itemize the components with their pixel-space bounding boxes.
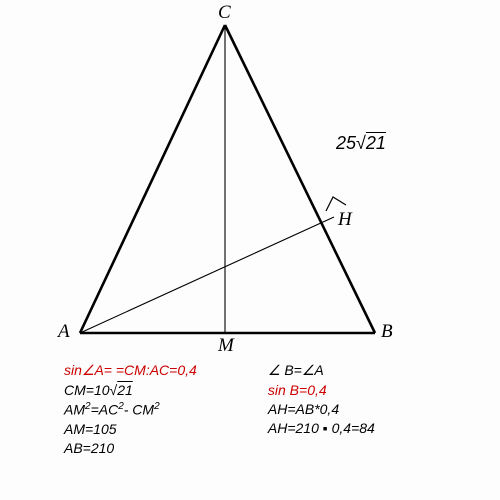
vertex-label-H: H [338,209,352,231]
math-working: sin∠A= =CM:AC=0,4 CM=10√21 AM2=AC2- CM2 … [64,362,464,459]
vertex-label-M: M [218,335,234,357]
eq-CM-lhs: CM=10 [64,382,110,398]
eq-CM: CM=10√21 [64,382,264,398]
side-label-coeff: 25 [336,133,356,153]
eq-AH-formula: AH=AB*0,4 [268,401,438,417]
side-label-CB: 25√21 [336,133,386,154]
eq-sinB: sin B=0,4 [268,382,438,398]
vertex-label-A: A [58,321,70,343]
angle-icon: ∠ [82,362,95,378]
math-column-left: sin∠A= =CM:AC=0,4 CM=10√21 AM2=AC2- CM2 … [64,362,264,459]
triangle-diagram: A B C M H 25√21 [40,5,460,350]
eq-AB: AB=210 [64,440,264,456]
vertex-label-B: B [381,321,393,343]
eq-AH-value: AH=210 ▪ 0,4=84 [268,420,438,436]
edge-AH [80,217,334,333]
angle-icon: ∠ [268,362,281,378]
triangle-svg [40,5,460,350]
eq-sinA: sin∠A= =CM:AC=0,4 [64,362,264,379]
eq-sinA-sin: sin [64,362,82,378]
angle-icon: ∠ [302,362,315,378]
eq-AM2: AM2=AC2- CM2 [64,401,264,418]
math-column-right: ∠ B=∠A sin B=0,4 AH=AB*0,4 AH=210 ▪ 0,4=… [268,362,438,439]
eq-AM: AM=105 [64,421,264,437]
side-label-radicand: 21 [366,133,386,153]
vertex-label-C: C [218,2,231,24]
edge-AC [80,25,225,333]
eq-CM-rad: 21 [117,382,133,398]
eq-angleB: ∠ B=∠A [268,362,438,379]
edge-CB [225,25,375,333]
eq-sinA-rest: A= =CM:AC=0,4 [94,362,196,378]
